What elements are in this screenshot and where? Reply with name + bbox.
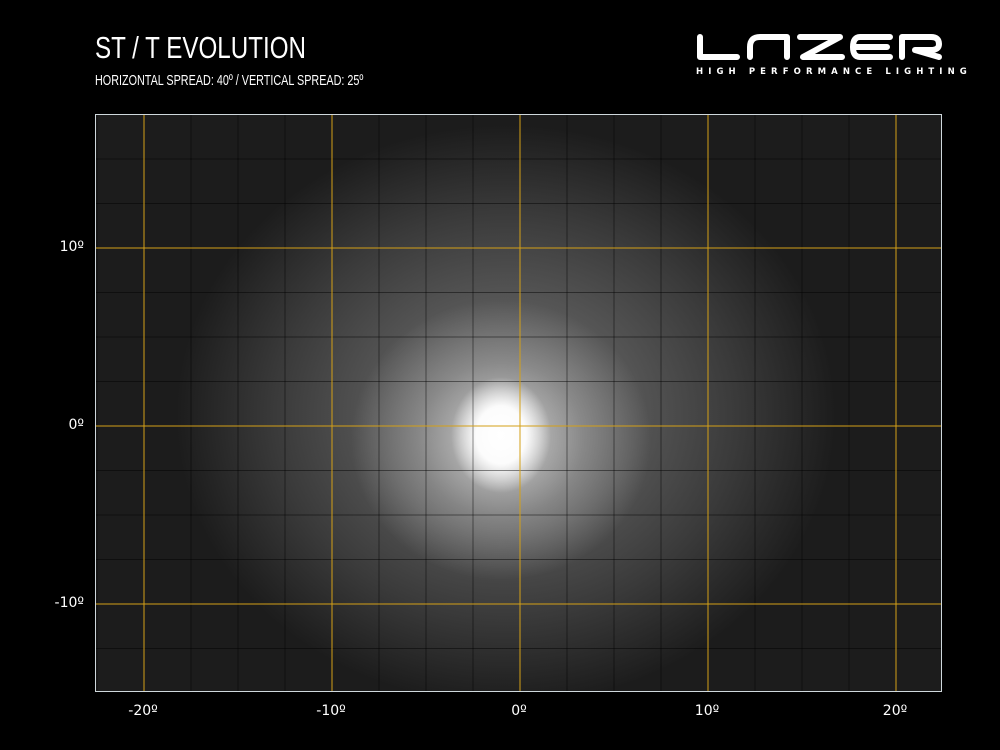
x-tick-label: 0º: [511, 703, 527, 719]
y-tick-label: -10º: [54, 595, 84, 611]
x-tick-label: 20º: [882, 703, 908, 719]
x-tick-label: 10º: [694, 703, 720, 719]
y-tick-label: 10º: [59, 239, 84, 255]
x-tick-label: -10º: [316, 703, 346, 719]
y-tick-label: 0º: [68, 417, 84, 433]
lazer-wordmark: [697, 34, 942, 60]
spread-subtitle: HORIZONTAL SPREAD: 40º / VERTICAL SPREAD…: [95, 72, 364, 89]
grid: [96, 115, 941, 691]
page-title: ST / T EVOLUTION: [95, 30, 306, 65]
beam-pattern-plot: [95, 114, 942, 692]
lazer-logo: HIGH PERFORMANCE LIGHTING: [695, 33, 972, 77]
x-tick-label: -20º: [128, 703, 158, 719]
logo-tagline: HIGH PERFORMANCE LIGHTING: [696, 67, 972, 77]
